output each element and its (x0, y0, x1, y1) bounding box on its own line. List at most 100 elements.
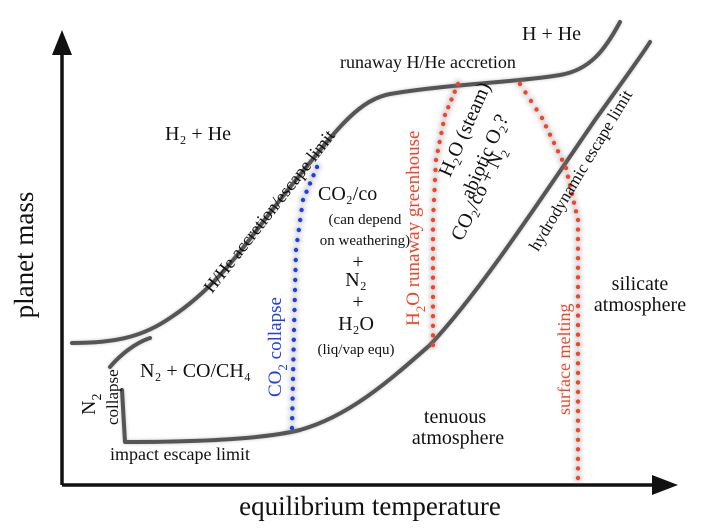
surface-melting-dot (575, 408, 581, 414)
surface-melting-dot (575, 428, 581, 433)
surface-melting-dot (575, 475, 581, 481)
surface-melting-dot (528, 98, 534, 104)
surface-melting-dot (575, 236, 581, 242)
co2-collapse-dot (296, 227, 301, 233)
surface-melting-dot (575, 370, 581, 376)
surface-melting-dot (565, 174, 571, 179)
surface-melting-dot (575, 313, 581, 318)
surface-melting-dot (575, 294, 581, 299)
surface-melting-dot (559, 157, 565, 162)
surface-melting-dot (575, 265, 581, 270)
co2-collapse-dot (290, 406, 295, 411)
h2o-runaway-dot (430, 333, 436, 338)
surface-melting-dot (563, 165, 569, 171)
surface-melting-dot (569, 191, 575, 197)
h2o-runaway-dot (430, 256, 436, 261)
h2o-runaway-dot (439, 130, 444, 136)
surface-melting-dot (575, 342, 581, 347)
co2-collapse-dot (292, 287, 298, 293)
zone-h2o-note: (liq/vap equ) (317, 342, 394, 358)
co2-collapse-dot (300, 197, 306, 203)
h2o-runaway-dot (442, 112, 448, 118)
co2-collapse-dotted-line (287, 162, 322, 433)
surface-melting-dot (575, 456, 581, 462)
co2-collapse-dot (291, 327, 297, 333)
x-axis-title: equilibrium temperature (239, 491, 501, 521)
y-axis-title: planet mass (9, 192, 39, 319)
surface-melting-dot (575, 227, 581, 232)
zone-n2-co-ch4: N₂ + CO/CH₄ (140, 360, 251, 382)
h2o-runaway-dot (430, 227, 436, 232)
zone-h2-he: H₂ + He (165, 123, 231, 145)
surface-melting-dot (575, 284, 581, 290)
h2o-runaway-dot (430, 217, 436, 223)
co2-collapse-dot (293, 267, 298, 273)
h2o-runaway-dot (455, 81, 461, 87)
surface-melting-dot (575, 275, 581, 280)
surface-melting-dot (575, 256, 581, 261)
h2o-runaway-label: H2O runaway greenhouse (403, 131, 428, 326)
surface-melting-dot (575, 447, 581, 452)
co2-collapse-dot (290, 376, 296, 382)
surface-melting-dot (543, 124, 549, 129)
hhe-escape-runaway-curve (70, 20, 622, 345)
h2o-runaway-dot (430, 342, 436, 348)
h2o-runaway-dot (431, 197, 437, 203)
zone-plus-2: + (352, 291, 363, 313)
zone-n2: N₂ (345, 269, 366, 291)
surface-melting-label: surface melting (554, 304, 574, 415)
h2o-runaway-dot (430, 265, 436, 271)
h2o-runaway-dot (441, 121, 446, 127)
n2-collapse-label: N2 (78, 394, 105, 415)
zone-h-he: H + He (522, 23, 581, 45)
co2-collapse-dot (290, 396, 295, 401)
surface-melting-dot (575, 361, 581, 366)
co2-collapse-dot (293, 247, 299, 253)
surface-melting-dot (567, 183, 573, 188)
surface-melting-dot (575, 351, 581, 356)
zone-co2-note2: on weathering) (320, 233, 410, 249)
zone-h2o: H₂O (338, 313, 374, 335)
h2o-runaway-dot (430, 246, 436, 252)
h2o-runaway-dot (433, 157, 439, 163)
h2o-runaway-dot (430, 237, 436, 242)
surface-melting-dot (575, 322, 581, 328)
co2-collapse-dot (307, 181, 313, 186)
co2-collapse-dot (311, 173, 316, 178)
zone-silicate-1: silicate (612, 273, 669, 295)
h2o-runaway-dot (431, 207, 436, 213)
surface-melting-dot (534, 107, 539, 112)
co2-collapse-dot (289, 425, 295, 431)
zone-co2-co: CO₂/co (318, 183, 377, 205)
co2-collapse-dot (290, 416, 295, 421)
co2-collapse-dot (292, 307, 297, 313)
h2o-runaway-dot (446, 105, 451, 110)
co2-collapse-dot (304, 189, 309, 194)
surface-melting-dot (517, 81, 523, 87)
co2-collapse-dot (292, 317, 297, 323)
axes: equilibrium temperature planet mass (9, 30, 678, 521)
surface-melting-dot (575, 418, 581, 423)
surface-melting-dot (575, 217, 581, 223)
surface-melting-dot (575, 380, 581, 385)
co2-collapse-label: CO2 collapse (265, 297, 290, 397)
h2o-runaway-dot (430, 304, 436, 309)
h2o-runaway-dot (435, 148, 440, 154)
surface-melting-dot (573, 209, 579, 214)
surface-melting-dot (575, 303, 581, 309)
x-axis-arrow-icon (652, 475, 678, 495)
surface-melting-dot (575, 437, 581, 442)
co2-collapse-dot (299, 207, 304, 213)
surface-melting-dot (555, 149, 561, 154)
co2-collapse-dot (293, 277, 298, 283)
n2-collapse-curve (108, 336, 152, 369)
h2o-runaway-dot (430, 294, 436, 300)
zone-plus-1: + (352, 251, 363, 273)
h2o-runaway-dot (430, 275, 436, 280)
surface-melting-dot (547, 132, 553, 137)
h2o-runaway-dot (437, 139, 442, 145)
co2-collapse-dot (291, 347, 296, 352)
co2-collapse-dot (293, 257, 298, 263)
impact-escape-label: impact escape limit (110, 444, 250, 464)
